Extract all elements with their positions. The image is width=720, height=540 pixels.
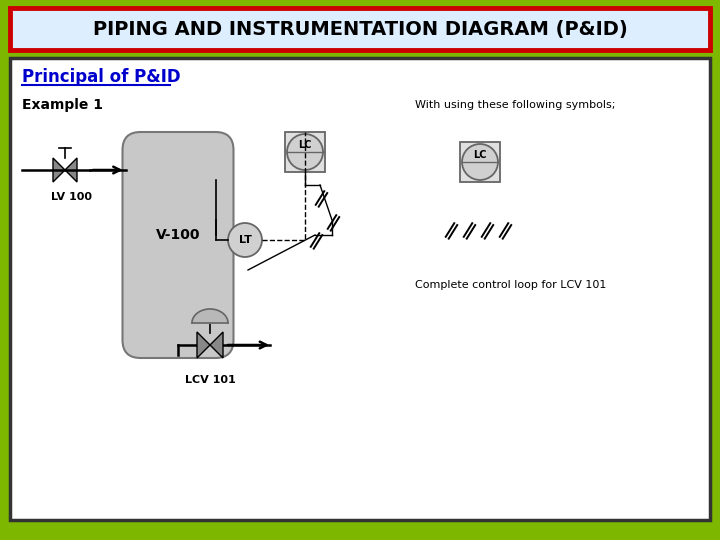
Text: PIPING AND INSTRUMENTATION DIAGRAM (P&ID): PIPING AND INSTRUMENTATION DIAGRAM (P&ID… [93, 19, 627, 38]
Text: LCV 101: LCV 101 [184, 375, 235, 385]
Polygon shape [53, 158, 65, 182]
Text: Complete control loop for LCV 101: Complete control loop for LCV 101 [415, 280, 606, 290]
Text: Example 1: Example 1 [22, 98, 103, 112]
Text: LV 100: LV 100 [51, 192, 92, 202]
Circle shape [228, 223, 262, 257]
Bar [285, 132, 325, 172]
Circle shape [462, 144, 498, 180]
Polygon shape [65, 158, 77, 182]
Text: With using these following symbols;: With using these following symbols; [415, 100, 616, 110]
Circle shape [287, 134, 323, 170]
Bar [460, 142, 500, 182]
Text: Principal of P&ID: Principal of P&ID [22, 68, 181, 86]
FancyBboxPatch shape [122, 132, 233, 358]
FancyBboxPatch shape [10, 8, 710, 50]
Text: LT: LT [238, 235, 251, 245]
Text: V-100: V-100 [156, 228, 200, 242]
Polygon shape [197, 332, 210, 358]
Text: LC: LC [298, 140, 312, 150]
FancyBboxPatch shape [10, 58, 710, 520]
Polygon shape [210, 332, 223, 358]
Polygon shape [192, 309, 228, 323]
Text: LC: LC [473, 150, 487, 160]
